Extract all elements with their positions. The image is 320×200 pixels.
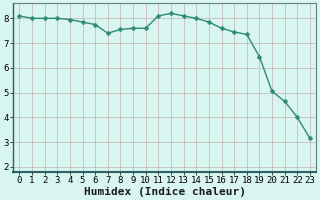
X-axis label: Humidex (Indice chaleur): Humidex (Indice chaleur) <box>84 186 246 197</box>
